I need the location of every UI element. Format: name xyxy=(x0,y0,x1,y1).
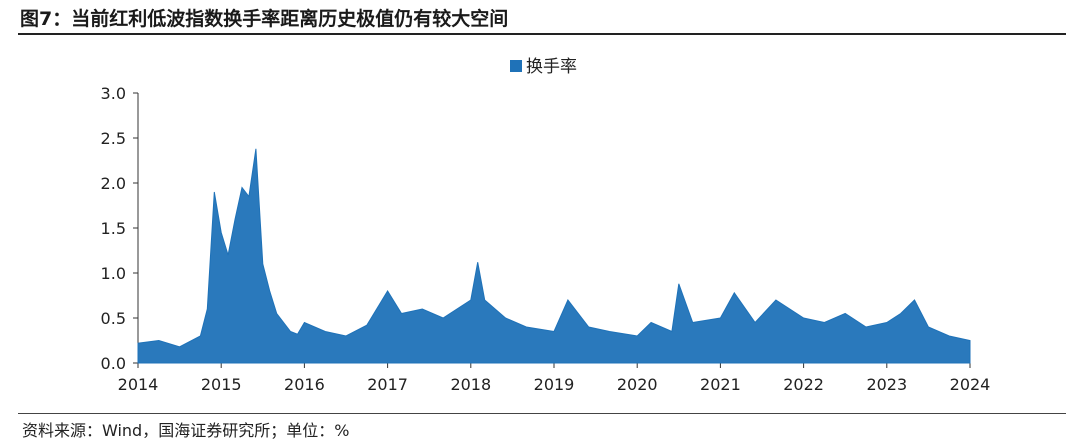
x-tick-label: 2021 xyxy=(700,375,741,394)
source-rule xyxy=(18,413,1066,414)
x-tick-label: 2016 xyxy=(284,375,325,394)
x-tick-label: 2017 xyxy=(367,375,408,394)
x-tick-label: 2020 xyxy=(617,375,658,394)
x-tick-label: 2014 xyxy=(118,375,159,394)
source-note: 资料来源：Wind，国海证券研究所；单位：% xyxy=(22,421,350,440)
y-tick-label: 2.5 xyxy=(101,129,126,148)
y-tick-label: 2.0 xyxy=(101,174,126,193)
y-tick-label: 3.0 xyxy=(101,84,126,103)
y-tick-label: 1.0 xyxy=(101,264,126,283)
legend-swatch xyxy=(510,60,522,72)
y-tick-label: 0.0 xyxy=(101,354,126,373)
legend-label: 换手率 xyxy=(526,57,577,77)
x-tick-label: 2015 xyxy=(201,375,242,394)
x-tick-label: 2022 xyxy=(783,375,824,394)
title-rule xyxy=(18,33,1066,35)
turnover-area xyxy=(137,148,971,364)
x-tick-label: 2018 xyxy=(450,375,491,394)
x-tick-label: 2023 xyxy=(866,375,907,394)
figure-title: 图7：当前红利低波指数换手率距离历史极值仍有较大空间 xyxy=(20,8,509,30)
x-tick-label: 2024 xyxy=(950,375,991,394)
y-tick-label: 1.5 xyxy=(101,219,126,238)
x-tick-label: 2019 xyxy=(534,375,575,394)
y-tick-label: 0.5 xyxy=(101,309,126,328)
